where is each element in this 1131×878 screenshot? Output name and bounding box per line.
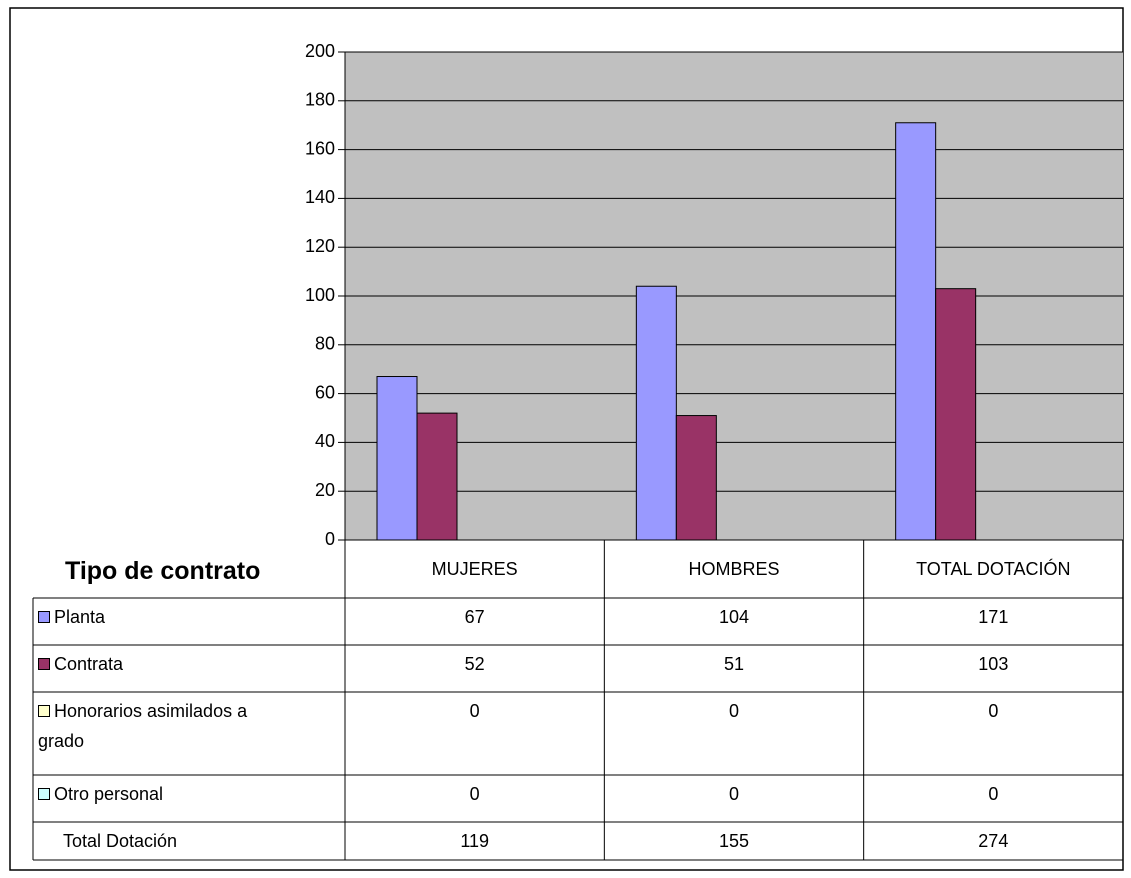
table-title: Tipo de contrato [65,557,261,585]
table-value: 0 [469,701,480,721]
column-header: TOTAL DOTACIÓN [916,559,1071,579]
y-tick-label: 180 [305,90,335,110]
legend-label: Otro personal [54,784,164,804]
bar [376,376,418,541]
table-value: 0 [728,784,739,804]
row-label: Planta [38,602,308,632]
table-value: 119 [460,831,490,851]
row-label: Contrata [38,649,308,679]
y-tick-label: 20 [315,480,335,500]
y-tick-label: 60 [315,382,335,402]
y-tick-label: 100 [305,285,335,305]
legend-key [38,658,50,670]
bar [675,415,717,541]
bar [895,122,937,541]
table-value: 52 [464,654,485,674]
y-tick-label: 120 [305,236,335,256]
y-tick-label: 0 [325,529,335,549]
table-value: 0 [988,784,999,804]
row-label: Honorarios asimilados a grado [38,696,283,756]
table-value: 51 [723,654,744,674]
legend-label: Total Dotación [63,831,178,851]
y-tick-label: 40 [315,431,335,451]
table-value: 104 [718,607,750,627]
row-label: Total Dotación [63,826,333,856]
legend-label: Honorarios asimilados a grado [38,701,248,751]
bar [935,288,977,541]
table-value: 155 [718,831,750,851]
table-value: 0 [469,784,480,804]
row-label: Otro personal [38,779,308,809]
table-value: 171 [978,607,1009,627]
bar [416,412,458,541]
legend-key [38,705,50,717]
table-value: 103 [978,654,1009,674]
y-tick-label: 140 [305,187,335,207]
table-value: 0 [728,701,739,721]
table-value: 67 [464,607,485,627]
bar [635,285,677,541]
table-value: 0 [988,701,999,721]
legend-key [38,788,50,800]
legend-key [38,611,50,623]
y-tick-label: 200 [305,41,335,61]
y-tick-label: 160 [305,138,335,158]
legend-label: Planta [54,607,106,627]
table-value: 274 [978,831,1009,851]
column-header: MUJERES [431,559,518,579]
column-header: HOMBRES [688,559,780,579]
legend-label: Contrata [54,654,124,674]
y-tick-label: 80 [315,334,335,354]
